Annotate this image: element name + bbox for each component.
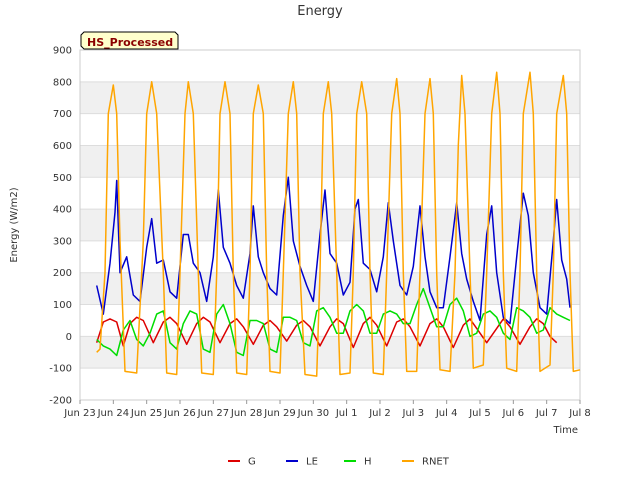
x-tick-label: Jul 8 [568,408,591,419]
x-tick-label: Jun 30 [297,408,330,419]
series-lines [95,71,581,377]
plot-band [80,209,580,241]
x-tick-label: Jul 4 [435,408,458,419]
legend: G LE H RNET [228,457,450,468]
y-tick-label: -200 [49,396,72,407]
series-line-g [95,316,558,349]
x-tick-label: Jun 27 [197,408,230,419]
y-tick-label: 0 [66,332,72,343]
plot-band [80,336,580,369]
series-line-le [95,176,571,325]
y-tick-label: 100 [53,300,72,311]
x-tick-label: Jun 25 [130,408,163,419]
x-tick-label: Jun 26 [163,408,196,419]
y-tick-label: -100 [49,364,72,375]
x-tick-label: Jul 6 [502,408,525,419]
x-tick-label: Jun 23 [63,408,96,419]
y-tick-label: 600 [53,141,72,152]
y-tick-label: 300 [53,236,72,247]
x-tick-label: Jun 29 [263,408,296,419]
x-tick-label: Jul 2 [368,408,391,419]
x-tick-label: Jul 1 [335,408,358,419]
y-tick-label: 700 [53,109,72,120]
y-tick-label: 200 [53,268,72,279]
series-line-h [96,287,571,357]
y-tick-label: 800 [53,77,72,88]
legend-label-le: LE [306,457,318,468]
y-tick-label: 900 [53,46,72,57]
legend-label-g: G [248,457,256,468]
hs-processed-badge: HS_Processed [80,31,179,50]
badge-label: HS_Processed [87,36,173,49]
x-tick-label: Jun 28 [230,408,263,419]
y-tick-label: 400 [53,205,72,216]
legend-label-h: H [364,457,372,468]
badge-box [80,31,179,50]
chart-title: Energy [297,4,343,19]
x-tick-label: Jun 24 [97,408,130,419]
x-tick-label: Jul 5 [468,408,491,419]
x-axis-label: Time [553,425,578,436]
y-axis-label: Energy (W/m2) [9,187,20,262]
plot-frame [79,49,581,401]
legend-label-rnet: RNET [422,457,450,468]
x-axis-ticks: Jun 23 Jun 24 Jun 25 Jun 26 Jun 27 Jun 28 Jun … [63,400,591,419]
x-tick-label: Jul 7 [535,408,558,419]
series-line-rnet [96,71,581,377]
x-tick-label: Jul 3 [402,408,425,419]
plot-band [80,145,580,178]
y-tick-label: 500 [53,173,72,184]
y-axis-ticks: -200 -100 0 100 200 300 400 500 600 700 800 900 [49,46,72,407]
